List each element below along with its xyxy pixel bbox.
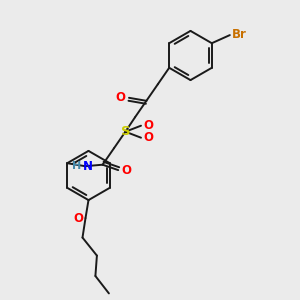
Text: O: O — [73, 212, 83, 225]
Text: S: S — [121, 125, 130, 138]
Text: O: O — [116, 91, 126, 104]
Text: O: O — [122, 164, 132, 177]
Text: H: H — [72, 161, 81, 171]
Text: O: O — [144, 131, 154, 144]
Text: N: N — [83, 160, 93, 173]
Text: Br: Br — [232, 28, 247, 41]
Text: O: O — [144, 119, 154, 132]
